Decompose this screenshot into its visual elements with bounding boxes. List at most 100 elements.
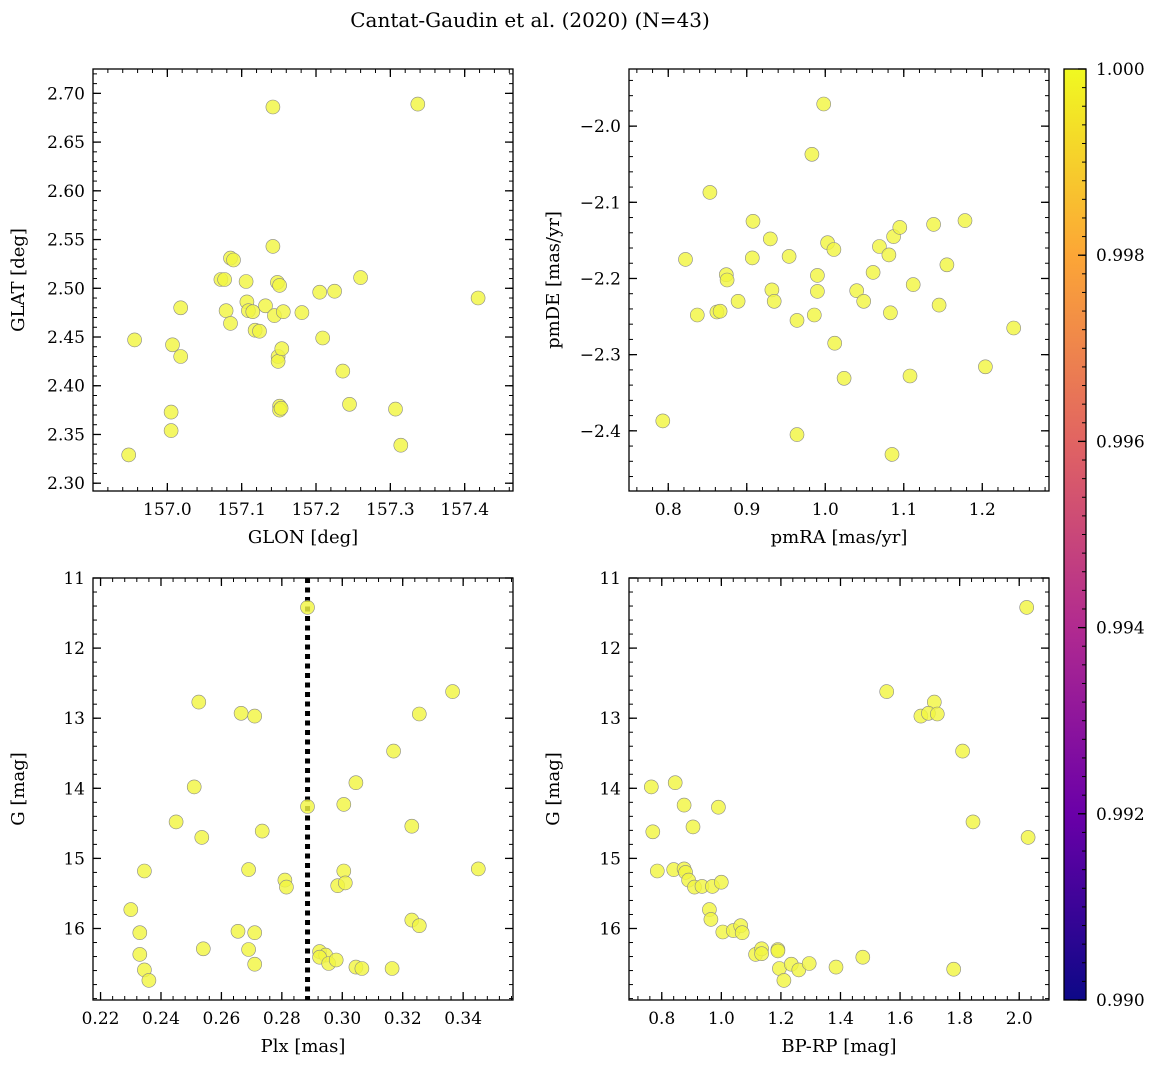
data-point: [884, 447, 900, 462]
y-axis-label-g-mag: G [mag]: [8, 752, 29, 825]
data-point: [702, 185, 718, 200]
data-point: [273, 400, 289, 416]
y-tick-label: 14: [599, 779, 621, 799]
x-tick-label: 2.0: [1006, 1009, 1033, 1029]
data-point: [655, 413, 671, 429]
data-point: [168, 814, 184, 830]
data-point: [685, 819, 701, 835]
data-point: [241, 942, 256, 957]
y-axis-label-pmde: pmDE [mas/yr]: [543, 211, 564, 349]
data-point: [445, 684, 460, 699]
x-tick-label: 0.9: [733, 500, 760, 520]
y-axis-label-glat: GLAT [deg]: [8, 228, 29, 332]
data-point: [789, 313, 805, 328]
data-point: [678, 252, 693, 267]
data-point: [1020, 830, 1036, 845]
data-point: [272, 278, 287, 293]
data-point: [123, 902, 139, 917]
x-tick-label: 157.2: [292, 500, 341, 520]
data-point: [676, 797, 692, 813]
data-point: [730, 293, 746, 309]
y-tick-label: −2.3: [580, 346, 621, 366]
data-point: [643, 779, 659, 795]
data-point: [173, 300, 188, 316]
y-tick-label: −2.4: [580, 422, 621, 442]
axes-frame: [92, 577, 514, 1001]
x-tick-label: 157.4: [440, 500, 489, 520]
colorbar: 0.990 0.992 0.994 0.996 0.998 1.000: [1063, 60, 1145, 1011]
figure-title: Cantat-Gaudin et al. (2020) (N=43): [350, 8, 710, 32]
data-point: [965, 814, 981, 830]
data-point: [978, 359, 993, 375]
data-point: [337, 875, 353, 891]
data-point: [252, 323, 267, 339]
data-point: [247, 708, 262, 724]
data-point: [645, 824, 661, 840]
y-tick-label: 15: [63, 849, 85, 869]
data-point: [173, 349, 188, 364]
data-point: [312, 284, 328, 300]
y-tick-label: 2.60: [47, 182, 85, 202]
data-point: [327, 283, 342, 299]
data-point: [804, 147, 820, 162]
scatter-points: [643, 600, 1036, 988]
x-tick-label: 1.0: [708, 1009, 735, 1029]
y-tick-label: 16: [63, 919, 85, 939]
data-point: [217, 272, 232, 287]
x-tick-label: 157.0: [143, 500, 192, 520]
colorbar-tick-label: 0.998: [1096, 246, 1145, 266]
data-point: [703, 912, 719, 927]
data-point: [270, 354, 286, 369]
data-point: [902, 368, 918, 384]
data-point: [245, 304, 261, 320]
y-tick-label: 2.35: [47, 425, 85, 445]
data-point: [470, 861, 486, 877]
data-point: [883, 305, 898, 321]
data-point: [127, 332, 142, 348]
data-point: [816, 96, 832, 112]
data-point: [865, 265, 881, 280]
data-point: [191, 694, 207, 710]
x-tick-label: 0.28: [263, 1009, 301, 1029]
data-point: [226, 252, 241, 268]
x-tick-label: 157.1: [217, 500, 266, 520]
y-tick-label: 2.40: [47, 377, 85, 397]
data-point: [649, 863, 665, 879]
panel-color-magnitude: 0.8 1.0 1.2 1.4 1.6 1.8 2.0 11 12 13 14 15 16 BP-RP […: [543, 569, 1050, 1057]
y-axis-label-g-mag: G [mag]: [543, 752, 564, 825]
data-point: [342, 396, 357, 412]
x-tick-label: 1.6: [887, 1009, 914, 1029]
data-point: [806, 307, 822, 323]
data-point: [879, 684, 895, 699]
data-point: [905, 277, 921, 292]
x-tick-label: 0.32: [384, 1009, 422, 1029]
data-point: [354, 961, 370, 976]
axes-frame: [628, 577, 1050, 1001]
data-point: [849, 283, 865, 299]
data-point: [294, 305, 310, 320]
data-point: [141, 973, 157, 988]
data-point: [132, 947, 148, 962]
data-point: [745, 214, 761, 229]
data-point: [712, 303, 728, 319]
colorbar-tick-label: 1.000: [1096, 60, 1145, 80]
data-point: [233, 705, 249, 721]
colorbar-tick-label: 0.994: [1096, 619, 1145, 639]
data-point: [781, 249, 797, 264]
x-tick-label: 0.8: [648, 1009, 675, 1029]
data-point: [165, 337, 180, 353]
x-tick-label: 0.26: [202, 1009, 240, 1029]
data-point: [196, 941, 211, 957]
data-point: [855, 949, 871, 965]
data-point: [254, 823, 270, 839]
x-tick-label: 1.8: [946, 1009, 973, 1029]
x-tick-label: 0.22: [82, 1009, 120, 1029]
data-point: [275, 304, 291, 320]
data-point: [194, 830, 210, 845]
data-point: [121, 447, 136, 463]
axes-frame: [628, 68, 1050, 492]
data-point: [689, 307, 705, 323]
y-tick-label: 16: [599, 919, 621, 939]
data-point: [939, 257, 955, 273]
